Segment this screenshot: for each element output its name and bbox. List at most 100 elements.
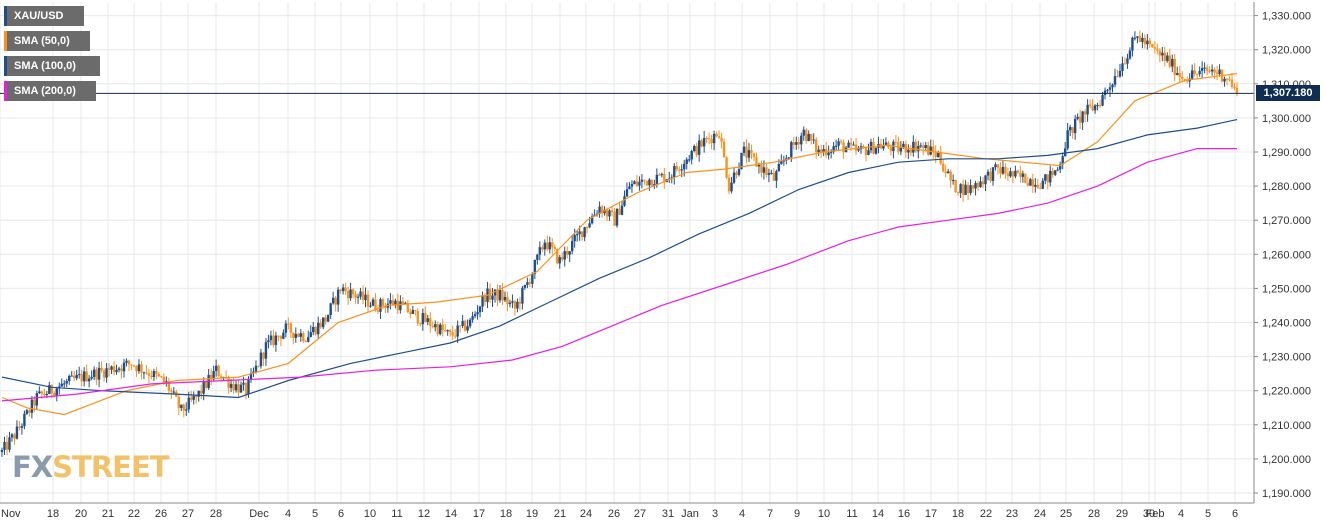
candle-body — [117, 368, 121, 370]
candle-body — [628, 186, 631, 190]
candle-body — [369, 305, 372, 307]
candle-body — [182, 404, 185, 411]
candle-body — [603, 209, 606, 214]
legend-item-sma50[interactable]: SMA (50,0) — [4, 31, 90, 51]
candle-body — [135, 366, 138, 372]
candle-body — [1063, 148, 1067, 157]
chart-grid — [0, 2, 1254, 503]
candle-body — [53, 393, 56, 396]
candle-body — [160, 376, 163, 378]
candle-body — [1233, 86, 1236, 88]
candle-body — [446, 330, 449, 332]
candle-body — [227, 377, 230, 388]
candle-body — [919, 145, 922, 147]
candle-body — [197, 390, 200, 397]
candle-body — [1143, 37, 1147, 45]
candle-body — [842, 142, 845, 153]
candle-body — [361, 291, 365, 301]
candle-body — [1016, 170, 1020, 173]
candle-body — [712, 133, 716, 144]
candle-body — [894, 141, 898, 143]
candle-body — [237, 384, 240, 393]
candle-body — [857, 149, 860, 151]
candle-body — [1036, 184, 1040, 188]
candle-body — [1081, 111, 1084, 123]
candle-body — [498, 289, 502, 301]
candle-body — [1141, 37, 1144, 42]
candle-body — [570, 241, 574, 252]
x-tick-label: 11 — [391, 508, 402, 520]
candle-body — [289, 323, 293, 333]
x-tick-label: 24 — [1034, 508, 1046, 520]
candle-body — [976, 183, 980, 188]
candle-body — [645, 180, 649, 186]
candle-body — [939, 153, 942, 164]
y-tick-label: 1,240.000 — [1262, 318, 1311, 330]
candle-body — [787, 157, 791, 159]
candle-body — [274, 335, 278, 345]
candle-body — [23, 413, 26, 427]
y-tick-label: 1,300.000 — [1262, 113, 1311, 125]
legend-item-sma100[interactable]: SMA (100,0) — [4, 56, 100, 76]
x-tick-label: 28 — [1088, 508, 1100, 520]
candle-body — [1113, 76, 1117, 85]
candle-body — [531, 273, 534, 284]
candle-body — [715, 133, 718, 137]
legend-item-sma200[interactable]: SMA (200,0) — [4, 81, 96, 101]
candle-body — [431, 325, 434, 328]
candle-body — [38, 391, 41, 394]
candle-body — [658, 174, 661, 176]
candle-body — [1061, 156, 1064, 165]
candle-body — [805, 129, 808, 142]
candle-body — [1091, 106, 1094, 111]
candle-body — [702, 138, 706, 147]
candle-body — [1133, 37, 1137, 39]
candle-body — [546, 242, 549, 250]
candle-body — [1021, 173, 1025, 177]
candle-body — [190, 397, 193, 400]
candle-body — [1215, 72, 1219, 75]
x-tick-label: Dec — [249, 508, 269, 520]
candle-body — [50, 385, 53, 394]
candle-body — [1183, 78, 1186, 80]
candle-body — [1176, 73, 1179, 75]
candle-body — [282, 332, 285, 339]
legend-label: XAU/USD — [14, 10, 64, 22]
candle-body — [444, 330, 447, 332]
candle-body — [640, 179, 644, 182]
candle-body — [434, 324, 437, 328]
candle-body — [735, 172, 738, 175]
candle-body — [690, 151, 693, 160]
candle-body — [150, 375, 153, 378]
candle-body — [1163, 52, 1166, 61]
candle-body — [312, 326, 315, 333]
candle-body — [155, 371, 158, 374]
legend-label: SMA (50,0) — [14, 35, 70, 47]
candle-body — [100, 367, 103, 371]
candle-body — [590, 216, 594, 224]
candle-body — [551, 242, 554, 248]
candle-body — [122, 362, 126, 372]
candle-body — [605, 209, 609, 217]
sma-lines — [1, 73, 1238, 416]
candle-body — [827, 152, 830, 156]
candle-body — [747, 150, 751, 158]
candle-body — [15, 426, 19, 439]
candle-body — [907, 149, 910, 153]
candle-body — [185, 409, 188, 411]
candle-body — [1181, 76, 1184, 79]
candle-body — [1203, 67, 1206, 69]
candle-body — [195, 395, 198, 397]
candle-body — [75, 374, 78, 379]
candle-body — [623, 196, 626, 206]
candle-body — [92, 369, 96, 377]
legend-item-xauusd[interactable]: XAU/USD — [4, 6, 84, 26]
candle-body — [852, 144, 855, 146]
x-tick-label: 27 — [182, 508, 194, 520]
candle-body — [120, 368, 123, 372]
candle-body — [394, 300, 397, 305]
candle-body — [638, 181, 641, 186]
candle-body — [700, 140, 703, 147]
candle-body — [401, 301, 405, 304]
candle-body — [364, 294, 367, 301]
